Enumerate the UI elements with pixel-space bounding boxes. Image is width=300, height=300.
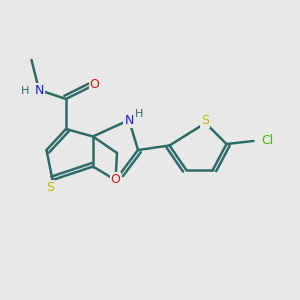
Text: N: N (34, 84, 44, 97)
Text: O: O (90, 77, 99, 91)
Text: H: H (134, 109, 143, 119)
Text: N: N (124, 113, 134, 127)
Text: O: O (111, 173, 120, 186)
Text: S: S (46, 181, 54, 194)
Text: Cl: Cl (261, 134, 273, 148)
Text: H: H (20, 85, 29, 96)
Text: S: S (201, 113, 209, 127)
